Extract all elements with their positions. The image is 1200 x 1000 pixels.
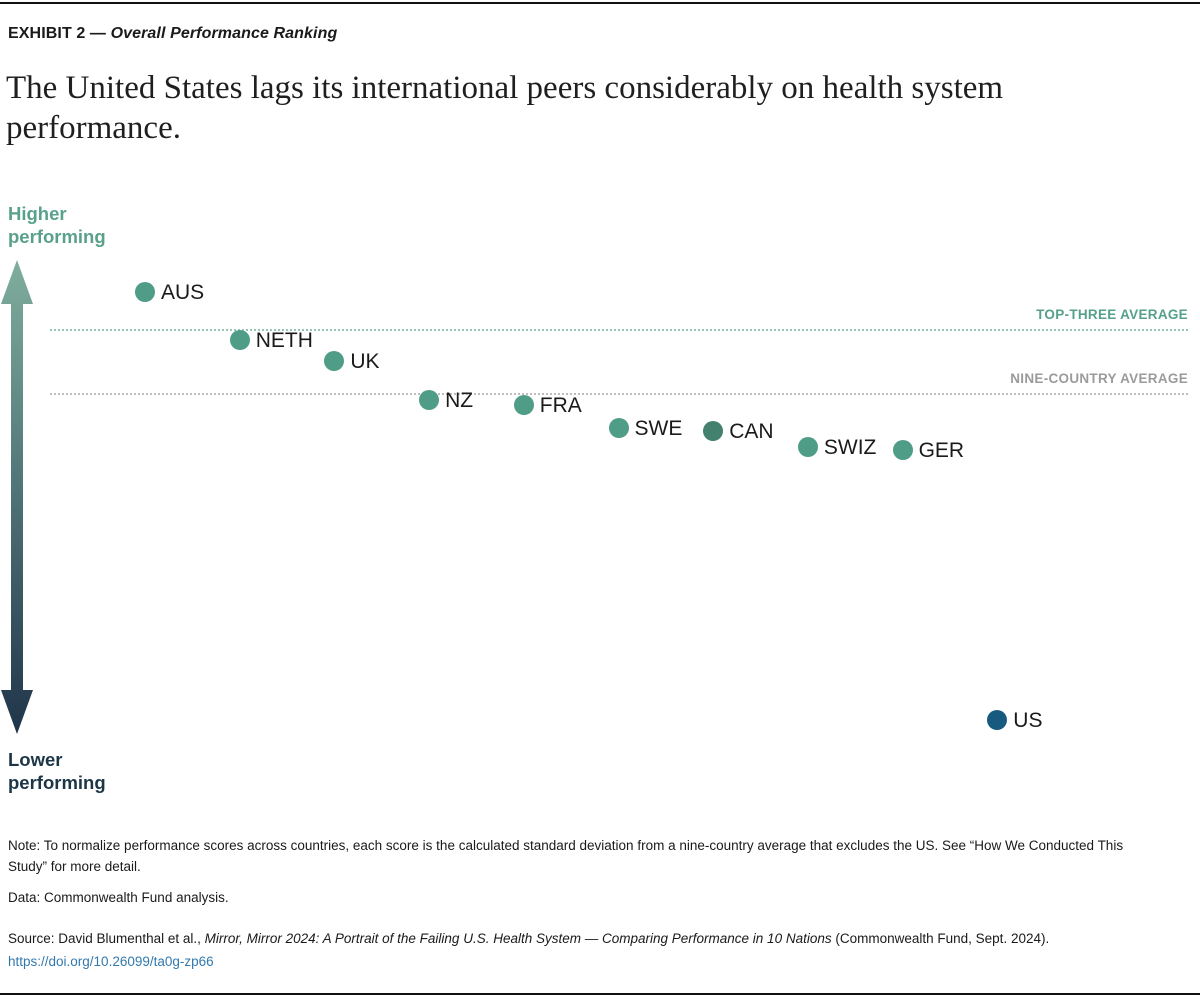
exhibit-label: EXHIBIT 2 — bbox=[8, 25, 107, 42]
bottom-border bbox=[0, 993, 1200, 995]
data-point-label-uk: UK bbox=[350, 350, 380, 374]
data-point-label-ger: GER bbox=[918, 438, 965, 462]
data-point-can bbox=[703, 421, 724, 442]
note-text: Note: To normalize performance scores ac… bbox=[8, 838, 1124, 874]
source-text: Source: David Blumenthal et al., Mirror,… bbox=[8, 928, 1193, 974]
axis-label-higher-performing: Higher performing bbox=[8, 203, 106, 248]
data-point-fra bbox=[513, 394, 534, 415]
top-border bbox=[0, 2, 1200, 4]
data-point-aus bbox=[135, 281, 155, 302]
exhibit-heading: EXHIBIT 2 — Overall Performance Ranking bbox=[8, 25, 337, 43]
refline-label-nine-country-average: NINE-COUNTRY AVERAGE bbox=[1010, 371, 1188, 386]
exhibit-title: Overall Performance Ranking bbox=[110, 25, 338, 42]
data-point-us bbox=[987, 709, 1008, 730]
data-point-label-nz: NZ bbox=[445, 389, 474, 413]
data-point-swiz bbox=[797, 436, 818, 457]
data-point-label-us: US bbox=[1013, 708, 1043, 732]
page-title: The United States lags its international… bbox=[6, 70, 1004, 147]
data-point-uk bbox=[324, 351, 345, 372]
refline-label-top-three-average: TOP-THREE AVERAGE bbox=[1036, 307, 1188, 323]
source-prefix: Source: David Blumenthal et al., bbox=[8, 931, 205, 946]
data-point-neth bbox=[229, 329, 250, 350]
source-title: Mirror, Mirror 2024: A Portrait of the F… bbox=[204, 931, 832, 946]
axis-label-lower-performing: Lower performing bbox=[8, 749, 106, 794]
data-point-label-neth: NETH bbox=[255, 328, 313, 352]
data-point-label-fra: FRA bbox=[539, 393, 582, 417]
data-point-nz bbox=[419, 390, 440, 411]
data-point-label-aus: AUS bbox=[161, 280, 205, 304]
data-point-ger bbox=[892, 439, 913, 460]
data-point-label-swiz: SWIZ bbox=[823, 435, 877, 459]
refline-top-three-average bbox=[50, 329, 1188, 332]
data-point-swe bbox=[608, 418, 629, 439]
vertical-axis-arrow-icon bbox=[1, 260, 33, 734]
data-credit-text: Data: Commonwealth Fund analysis. bbox=[8, 890, 229, 905]
source-suffix: (Commonwealth Fund, Sept. 2024). bbox=[831, 931, 1050, 946]
data-point-label-swe: SWE bbox=[634, 417, 683, 441]
doi-link[interactable]: https://doi.org/10.26099/ta0g-zp66 bbox=[8, 953, 214, 969]
refline-nine-country-average bbox=[50, 393, 1188, 395]
data-point-label-can: CAN bbox=[729, 420, 774, 444]
